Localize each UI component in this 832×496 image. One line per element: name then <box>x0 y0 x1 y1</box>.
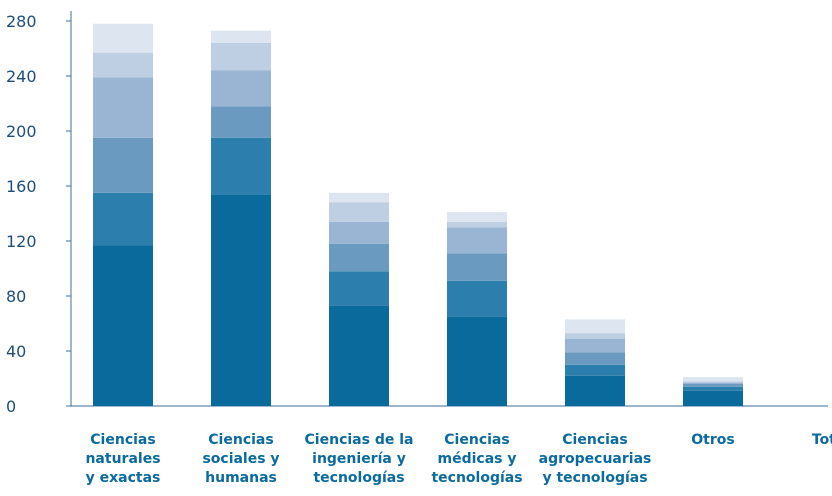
bar-segment <box>565 364 625 376</box>
bar-segment <box>683 377 743 382</box>
y-tick-label: 40 <box>6 342 26 361</box>
bar-segment <box>211 70 271 107</box>
x-category-label: ingeniería y <box>312 451 406 467</box>
bar-segment <box>93 245 153 406</box>
y-tick-label: 240 <box>6 67 37 86</box>
bar-segment <box>447 227 507 254</box>
bar-segment <box>329 192 389 203</box>
y-tick-label: 0 <box>6 397 16 416</box>
x-category-label: Total <box>812 432 832 448</box>
bar-segment <box>329 243 389 272</box>
bar-segment <box>447 253 507 281</box>
bar-segment <box>329 221 389 244</box>
x-category-label: naturales <box>85 451 160 467</box>
bar-segment <box>683 382 743 384</box>
x-category-label: médicas y <box>438 451 517 467</box>
x-category-label: sociales y <box>202 451 279 467</box>
x-category-label: Ciencias <box>90 432 155 448</box>
bar-segment <box>447 212 507 222</box>
bar-segment <box>211 43 271 71</box>
x-category-label: Otros <box>691 432 734 448</box>
x-category-label: Ciencias <box>444 432 509 448</box>
bar-segment <box>683 386 743 391</box>
x-category-label: humanas <box>205 470 277 486</box>
bar-segment <box>447 221 507 228</box>
y-axis: 0 40 80 120 160 200 240 280 <box>6 11 72 416</box>
bar-segment <box>329 305 389 406</box>
y-tick-label: 120 <box>6 232 37 251</box>
y-tick-label: 160 <box>6 177 37 196</box>
x-category-label: Ciencias de la <box>305 432 414 448</box>
bar-segment <box>447 280 507 317</box>
x-category-label: Ciencias <box>562 432 627 448</box>
x-category-label: y exactas <box>86 470 161 486</box>
bar-segment <box>447 316 507 406</box>
bar-segment <box>565 338 625 353</box>
bar-segment <box>683 390 743 406</box>
x-category-label: agropecuarias <box>539 451 652 467</box>
bar-segment <box>329 271 389 306</box>
bars <box>93 23 743 406</box>
bar-segment <box>565 333 625 339</box>
x-axis-labels: Ciencias naturales y exactas Ciencias social… <box>85 432 832 486</box>
y-tick-label: 200 <box>6 122 37 141</box>
x-category-label: tecnologías <box>313 470 404 486</box>
bar-segment <box>683 384 743 387</box>
bar-segment <box>211 137 271 195</box>
bar-segment <box>211 106 271 138</box>
bar-segment <box>93 137 153 193</box>
bar-segment <box>565 375 625 406</box>
x-category-label: tecnologías <box>431 470 522 486</box>
bar-segment <box>211 194 271 406</box>
bar-segment <box>329 202 389 222</box>
x-category-label: Ciencias <box>208 432 273 448</box>
bar-segment <box>93 52 153 78</box>
y-tick-label: 280 <box>6 12 37 31</box>
bar-segment <box>93 77 153 138</box>
bar-segment <box>93 23 153 53</box>
bar-segment <box>683 381 743 383</box>
y-tick-label: 80 <box>6 287 26 306</box>
x-category-label: y tecnologías <box>542 470 647 486</box>
bar-segment <box>565 319 625 334</box>
bar-segment <box>93 192 153 246</box>
bar-segment <box>211 30 271 43</box>
bar-segment <box>565 352 625 365</box>
